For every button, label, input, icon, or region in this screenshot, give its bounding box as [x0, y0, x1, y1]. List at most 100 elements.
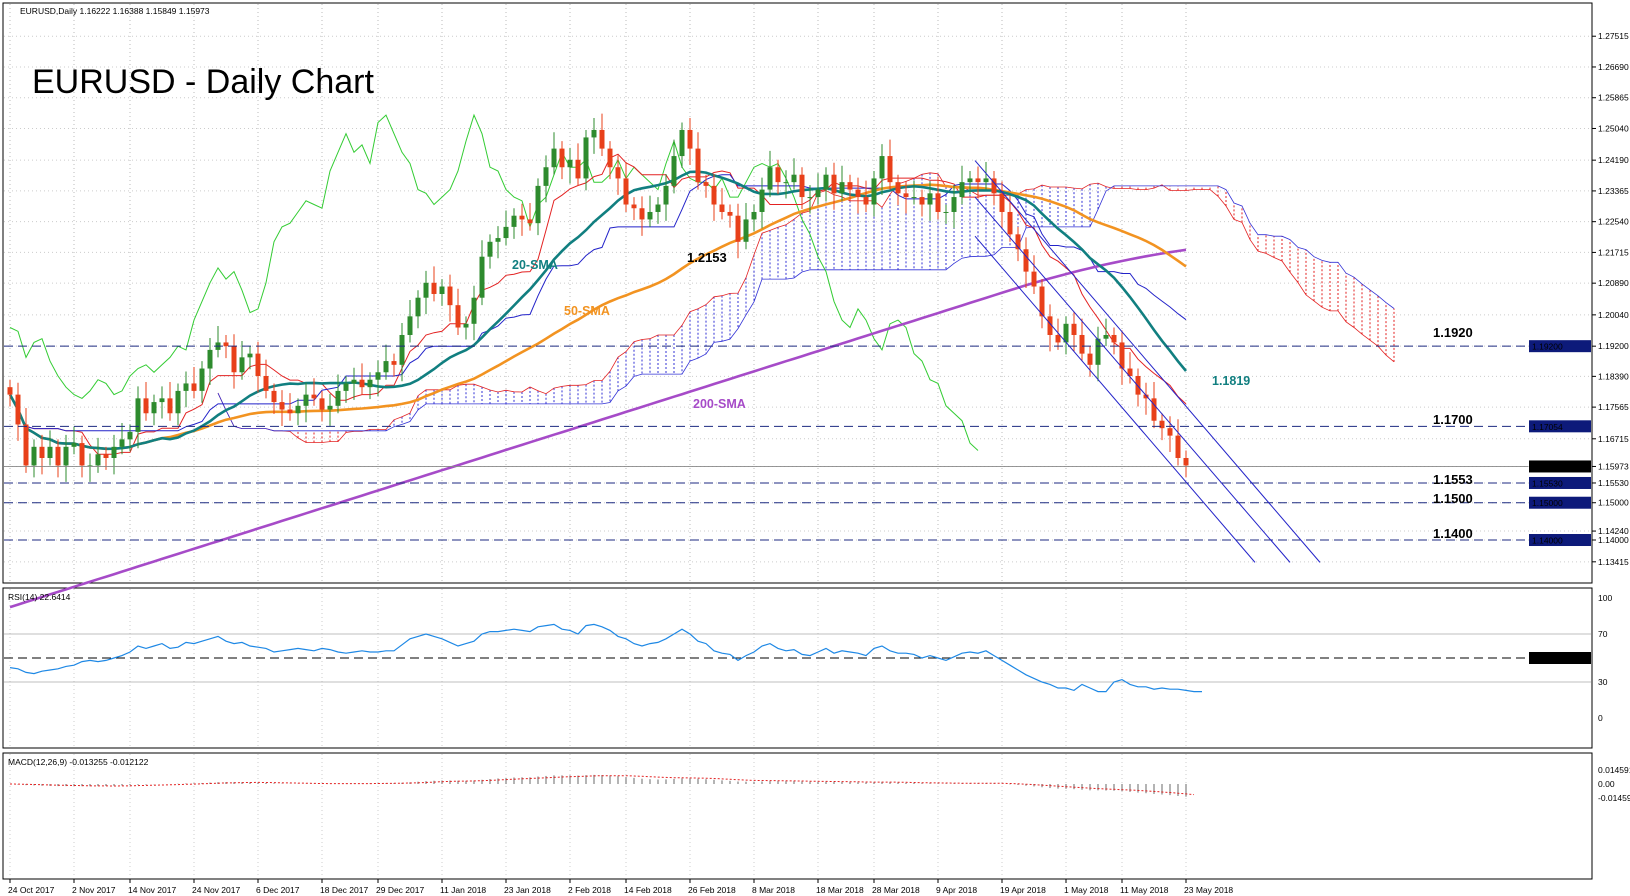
candle-body: [455, 305, 461, 328]
macd-tick-label: 0.00: [1598, 779, 1615, 789]
level-price-tag: 1.19200: [1532, 342, 1563, 352]
candle-body: [367, 379, 373, 388]
sma20-line: [8, 170, 1188, 451]
macd-tick-label: 0.014591: [1598, 765, 1630, 775]
candle-body: [623, 178, 629, 205]
price-tick-label: 1.14240: [1598, 526, 1629, 536]
candle-body: [311, 394, 317, 399]
candle-body: [943, 211, 949, 213]
candle-body: [1119, 342, 1125, 369]
candle-body: [167, 398, 173, 414]
candle-body: [631, 204, 637, 209]
price-tick-label: 1.23365: [1598, 186, 1629, 196]
date-tick-label: 29 Dec 2017: [376, 885, 424, 895]
candle-body: [159, 398, 165, 403]
candle-body: [183, 383, 189, 391]
price-tick-label: 1.18390: [1598, 371, 1629, 381]
date-tick-label: 28 Mar 2018: [872, 885, 920, 895]
candle-body: [271, 390, 277, 403]
candle-body: [303, 394, 309, 406]
candle-body: [735, 215, 741, 242]
candle-body: [471, 297, 477, 324]
date-tick-label: 23 Jan 2018: [504, 885, 551, 895]
date-tick-label: 1 May 2018: [1064, 885, 1109, 895]
price-tick-label: 1.13415: [1598, 557, 1629, 567]
candle-body: [447, 286, 453, 306]
candle-body: [967, 178, 973, 183]
current-price-tag-bg: [1529, 460, 1591, 473]
candle-body: [639, 208, 645, 220]
price-tick-label: 1.15530: [1598, 478, 1629, 488]
candle-body: [287, 409, 293, 414]
candle-body: [479, 256, 485, 298]
candle-body: [1087, 353, 1093, 365]
candle-body: [783, 182, 789, 184]
candle-body: [23, 424, 29, 466]
level-1400-label: 1.1400: [1433, 526, 1473, 541]
candle-body: [839, 182, 845, 194]
candle-body: [175, 390, 181, 414]
level-1553-label: 1.1553: [1433, 472, 1473, 487]
candle-body: [743, 219, 749, 242]
price-tick-label: 1.22540: [1598, 217, 1629, 227]
peak-annotation: 1.2153: [687, 250, 727, 265]
candle-body: [575, 159, 581, 179]
candle-body: [239, 357, 245, 373]
rsi-tick-label: 30: [1598, 677, 1608, 687]
macd-title: MACD(12,26,9) -0.013255 -0.012122: [8, 757, 149, 767]
price-tick-label: 1.20040: [1598, 310, 1629, 320]
candle-body: [279, 402, 285, 410]
candle-body: [1023, 249, 1029, 272]
candle-body: [55, 446, 61, 466]
level-price-tag-bg: [1529, 476, 1591, 489]
channel-line: [974, 235, 1256, 563]
candle-body: [727, 211, 733, 216]
candle-body: [351, 379, 357, 384]
candle-body: [799, 174, 805, 198]
date-tick-label: 2 Nov 2017: [72, 885, 116, 895]
candle-body: [79, 443, 85, 466]
price-tick-label: 1.24190: [1598, 155, 1629, 165]
candle-body: [583, 137, 589, 179]
candle-body: [1183, 457, 1189, 466]
sma200-label: 200-SMA: [693, 397, 746, 411]
date-tick-label: 11 Jan 2018: [440, 885, 486, 895]
candle-body: [895, 182, 901, 194]
candle-body: [335, 390, 341, 406]
price-tick-label: 1.27515: [1598, 31, 1629, 41]
candle-body: [679, 129, 685, 157]
date-tick-label: 11 May 2018: [1120, 885, 1169, 895]
candle-body: [151, 402, 157, 414]
candle-body: [1103, 334, 1109, 339]
candle-body: [519, 215, 525, 220]
candle-body: [903, 193, 909, 198]
candle-body: [807, 197, 813, 199]
candle-body: [1079, 334, 1085, 354]
candle-body: [535, 185, 541, 224]
candle-body: [607, 148, 613, 168]
candle-body: [111, 446, 117, 458]
level-price-tag: 1.14000: [1532, 536, 1563, 546]
candle-body: [47, 446, 53, 458]
candle-body: [711, 185, 717, 205]
current-price-tag: 1.15973: [1532, 462, 1563, 472]
date-tick-label: 18 Mar 2018: [816, 885, 864, 895]
candle-body: [71, 443, 77, 447]
price-tick-label: 1.20890: [1598, 278, 1629, 288]
symbol-info: EURUSD,Daily 1.16222 1.16388 1.15849 1.1…: [20, 6, 210, 16]
macd-tick-label: -0.014591: [1598, 793, 1630, 803]
price-tick-label: 1.26690: [1598, 62, 1629, 72]
candle-body: [1047, 316, 1053, 335]
sma20-label: 20-SMA: [512, 258, 558, 272]
date-tick-label: 18 Dec 2017: [320, 885, 368, 895]
candle-body: [543, 167, 549, 186]
rsi-tag-bg: [1529, 652, 1591, 664]
date-tick-label: 23 May 2018: [1184, 885, 1233, 895]
candle-body: [527, 219, 533, 224]
candle-body: [399, 334, 405, 365]
level-price-tag-bg: [1529, 420, 1591, 433]
candle-body: [223, 342, 229, 347]
price-tick-label: 1.15000: [1598, 498, 1629, 508]
level-1700-label: 1.1700: [1433, 412, 1473, 427]
candle-body: [143, 398, 149, 414]
